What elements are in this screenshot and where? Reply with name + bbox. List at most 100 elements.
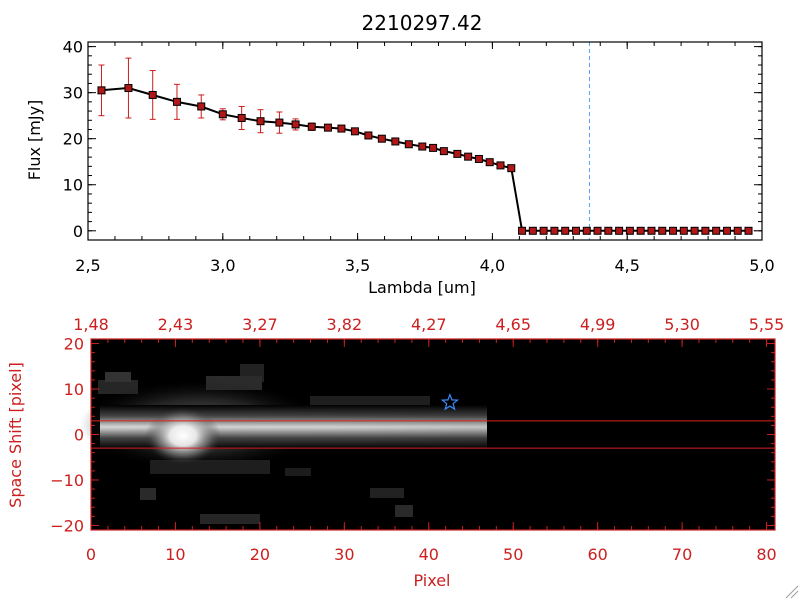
chart-title: 2210297.42 [362,11,483,35]
data-point [712,226,721,235]
data-point [647,226,656,235]
wavelength-tick-label: 4,27 [411,315,447,334]
x-tick-label: 3,0 [210,256,235,275]
data-point [256,117,265,126]
x-tick-label: 40 [419,545,439,564]
data-point [377,134,386,143]
x-tick-label: 10 [165,545,185,564]
data-point [453,149,462,158]
top-spectrum-panel: 2,5 3,0 3,5 4,0 4,5 5,0 0 10 20 30 40 Lambda [um]… [25,38,775,297]
spectral-image [80,364,490,524]
y-tick-label: 20 [63,130,83,149]
data-point [582,226,591,235]
data-point [722,226,731,235]
data-point [148,90,157,99]
y-tick-label: −20 [50,516,84,535]
wavelength-tick-label: 2,43 [158,315,194,334]
x-tick-label: 3,5 [345,256,370,275]
data-point [615,226,624,235]
x-tick-label: 4,0 [480,256,505,275]
y-tick-label: 0 [73,222,83,241]
bottom-top-wavelength-ticks: 1,48 2,43 3,27 3,82 4,27 4,65 4,99 5,30 5,55 [73,315,784,347]
data-point [539,226,548,235]
top-y-axis-ticks: 0 10 20 30 40 [63,38,762,241]
x-tick-label: 5,0 [749,256,774,275]
wavelength-tick-label: 5,55 [749,315,785,334]
data-point [474,154,483,163]
top-x-axis-ticks: 2,5 3,0 3,5 4,0 4,5 5,0 [75,42,775,275]
data-point [496,161,505,170]
x-tick-label: 0 [86,545,96,564]
data-point [658,226,667,235]
bottom-y-axis-label: Space Shift [pixel] [6,362,25,508]
x-tick-label: 2,5 [75,256,100,275]
top-plot-frame [87,41,763,241]
y-tick-label: 10 [63,176,83,195]
bottom-y-axis-ticks: −20 −10 0 10 20 [50,335,775,535]
data-point [337,124,346,133]
data-point [518,226,527,235]
wavelength-tick-label: 5,30 [664,315,700,334]
flux-markers [97,84,753,235]
x-tick-label: 50 [503,545,523,564]
wavelength-tick-label: 4,65 [495,315,531,334]
data-point [218,110,227,119]
y-tick-label: −10 [50,471,84,490]
data-point [669,226,678,235]
data-point [391,137,400,146]
data-point [404,140,413,149]
data-point [291,120,300,129]
data-point [323,123,332,132]
wavelength-tick-label: 4,99 [580,315,616,334]
y-tick-label: 20 [64,335,84,354]
data-point [124,84,133,93]
data-point [97,86,106,95]
y-tick-label: 0 [74,426,84,445]
data-point [636,226,645,235]
x-tick-label: 70 [672,545,692,564]
data-point [625,226,634,235]
top-y-axis-label: Flux [mJy] [25,100,44,181]
x-tick-label: 4,5 [614,256,639,275]
data-point [350,127,359,136]
x-tick-label: 30 [334,545,354,564]
data-point [418,142,427,151]
reference-wavelength-line [543,42,762,240]
data-point [275,118,284,127]
wavelength-tick-label: 3,82 [327,315,363,334]
data-point [604,226,613,235]
y-tick-label: 40 [63,38,83,57]
data-point [550,226,559,235]
x-tick-label: 20 [250,545,270,564]
bottom-x-axis-label: Pixel [413,571,450,590]
data-point [197,102,206,111]
resize-grip-icon[interactable] [785,585,799,599]
data-point [701,226,710,235]
data-point [307,122,316,131]
data-point [528,226,537,235]
data-point [439,147,448,156]
data-point [429,143,438,152]
top-x-axis-label: Lambda [um] [368,278,476,297]
bottom-image-panel: 0 10 20 30 40 50 60 70 80 1,48 2,43 3,27 3,82 4,27 4,… [6,315,784,590]
data-point [744,226,753,235]
data-point [679,226,688,235]
data-point [571,226,580,235]
y-tick-label: 30 [63,84,83,103]
data-point [172,97,181,106]
wavelength-tick-label: 1,48 [73,315,109,334]
data-point [364,131,373,140]
data-point [464,152,473,161]
bottom-x-axis-ticks: 0 10 20 30 40 50 60 70 80 [86,522,777,564]
x-tick-label: 80 [756,545,776,564]
data-point [507,164,516,173]
data-point [561,226,570,235]
aperture-lines [91,420,775,449]
data-point [485,158,494,167]
source-star-icon [440,393,460,411]
data-point [237,113,246,122]
data-point [733,226,742,235]
x-tick-label: 60 [587,545,607,564]
data-point [690,226,699,235]
